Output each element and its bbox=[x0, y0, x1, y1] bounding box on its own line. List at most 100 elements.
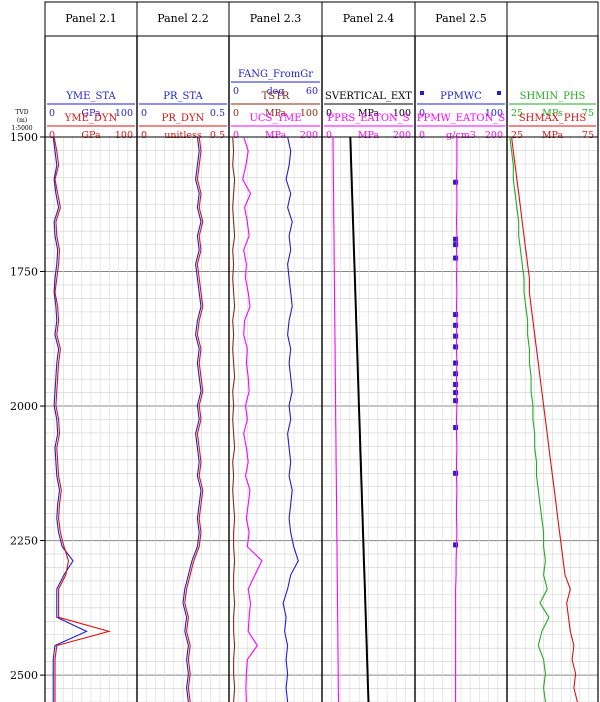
scale-max: 100 bbox=[115, 108, 133, 119]
curve-shmax_phs bbox=[511, 136, 578, 702]
depth-tick-label: 2250 bbox=[10, 535, 38, 548]
curve-scale-svertical_ext: SVERTICAL_EXT 0 MPa 100 bbox=[324, 91, 413, 119]
curve-scale-pr_sta: PR_STA 0 0.5 bbox=[139, 91, 227, 119]
scale-max: 200 bbox=[485, 130, 503, 141]
curve-scale-yme_sta: YME_STA 0 GPa 100 bbox=[47, 91, 135, 119]
scale-min: 0 bbox=[326, 130, 332, 141]
scale-min: 0 bbox=[49, 130, 55, 141]
panel-title: Panel 2.3 bbox=[250, 12, 302, 25]
curve-name: TSTR bbox=[262, 91, 290, 102]
curve-name: SHMIN_PHS bbox=[520, 91, 586, 102]
scale-min: 0 bbox=[419, 130, 425, 141]
curve-name: PPMWC bbox=[440, 91, 482, 102]
depth-axis: TVD (m) 1:5000 1500 1750 2000 2250 2500 bbox=[10, 109, 45, 682]
curve-name: PR_STA bbox=[163, 91, 203, 102]
scale-unit: MPs bbox=[542, 108, 563, 119]
scale-min: 0 bbox=[233, 108, 239, 119]
scale-min: 25 bbox=[511, 108, 523, 119]
log-curves bbox=[52, 136, 578, 702]
scale-unit: MPa bbox=[265, 108, 287, 119]
scale-max: 75 bbox=[582, 130, 594, 141]
depth-axis-label-line-3: 1:5000 bbox=[11, 125, 32, 132]
depth-tick-label: 1500 bbox=[10, 131, 38, 144]
scale-max: 100 bbox=[485, 108, 503, 119]
ppmwc-point bbox=[453, 371, 459, 377]
ppmwc-point bbox=[453, 236, 459, 242]
curve-name: SHMAX_PHS bbox=[519, 113, 587, 124]
depth-axis-label-line-1: TVD bbox=[15, 109, 28, 116]
ppmwc-point bbox=[453, 312, 459, 318]
scale-max: 100 bbox=[393, 108, 411, 119]
scale-min: 0 bbox=[49, 108, 55, 119]
scale-min: 0 bbox=[326, 108, 332, 119]
scale-unit: MPa bbox=[358, 130, 380, 141]
curve-scale-yme_dyn: YME_DYN 0 GPa 100 bbox=[47, 113, 135, 141]
curve-scale-shmax_phs: SHMAX_PHS 25 MPa 75 bbox=[509, 113, 596, 141]
curve-name: YME_STA bbox=[65, 91, 116, 102]
scale-max: 0.5 bbox=[210, 130, 225, 141]
curve-pprs_eaton_s bbox=[332, 136, 340, 702]
curve-ucs_yme bbox=[242, 136, 263, 702]
scale-min: 0 bbox=[233, 130, 239, 141]
ppmwc-point bbox=[453, 255, 459, 261]
scale-max: 200 bbox=[300, 130, 318, 141]
curve-shmin_phs bbox=[509, 136, 550, 702]
scale-unit: deg bbox=[267, 86, 285, 97]
scale-unit: MPa bbox=[358, 108, 380, 119]
curve-name: YME_DYN bbox=[64, 113, 118, 124]
curve-svertical_ext bbox=[349, 136, 370, 702]
ppmwc-point bbox=[453, 398, 459, 404]
curve-yme_dyn bbox=[53, 136, 112, 702]
scale-unit: MPa bbox=[542, 130, 564, 141]
ppmwc-point bbox=[453, 470, 459, 476]
curve-scale-pprs_eaton_s: PPRS_EATON_S 0 MPa 200 bbox=[324, 113, 413, 141]
curve-name: PPRS_EATON_S bbox=[327, 113, 409, 124]
scale-unit: MPa bbox=[265, 130, 287, 141]
legend-marker bbox=[497, 91, 501, 95]
ppmwc-point bbox=[453, 390, 459, 396]
ppmwc-point bbox=[453, 425, 459, 431]
scale-min: 0 bbox=[141, 130, 147, 141]
curve-name: UCS_YME bbox=[249, 113, 301, 124]
depth-tick-label: 1750 bbox=[10, 266, 38, 279]
scale-unit: unitless bbox=[164, 130, 202, 141]
curve-scale-tstr: TSTR 0 MPa 100 bbox=[231, 91, 320, 119]
curve-yme_sta bbox=[52, 136, 88, 702]
ppmwc-point bbox=[453, 542, 459, 548]
scale-min: 25 bbox=[511, 130, 523, 141]
curve-pr_sta bbox=[182, 136, 202, 702]
scale-unit: g/cm3 bbox=[446, 130, 476, 141]
curve-name: SVERTICAL_EXT bbox=[325, 91, 412, 102]
curve-scale-ppmw_eaton_s: PPMW_EATON_S 0 g/cm3 200 bbox=[417, 113, 506, 141]
scale-max: 75 bbox=[582, 108, 594, 119]
curve-pr_dyn bbox=[184, 136, 204, 702]
ppmwc-point bbox=[453, 382, 459, 388]
panel-title: Panel 2.4 bbox=[343, 12, 395, 25]
scale-unit: GPa bbox=[81, 130, 101, 141]
ppmwc-point bbox=[453, 344, 459, 350]
ppmwc-point bbox=[453, 360, 459, 366]
scale-min: 0 bbox=[419, 108, 425, 119]
curve-scale-ucs_yme: UCS_YME 0 MPa 200 bbox=[231, 113, 320, 141]
curve-scale-fang_fromgr: FANG_FromGr 0 deg 60 bbox=[231, 69, 320, 97]
depth-tick-label: 2500 bbox=[10, 669, 38, 682]
ppmwc-point bbox=[453, 333, 459, 339]
curve-name: PR_DYN bbox=[162, 113, 205, 124]
scale-max: 100 bbox=[115, 130, 133, 141]
scale-min: 0 bbox=[141, 108, 147, 119]
scale-max: 0.5 bbox=[210, 108, 225, 119]
curve-name: FANG_FromGr bbox=[238, 69, 313, 80]
depth-axis-label-line-2: (m) bbox=[17, 117, 27, 124]
curve-name: PPMW_EATON_S bbox=[417, 113, 506, 124]
scale-min: 0 bbox=[233, 86, 239, 97]
ppmwc-point bbox=[453, 242, 459, 248]
panel-title: Panel 2.1 bbox=[65, 12, 117, 25]
scale-max: 200 bbox=[393, 130, 411, 141]
legend-marker bbox=[420, 91, 424, 95]
scale-unit: GPa bbox=[81, 108, 101, 119]
curve-scale-ppmwc: PPMWC 0 100 bbox=[417, 91, 505, 119]
scale-max: 60 bbox=[306, 86, 318, 97]
